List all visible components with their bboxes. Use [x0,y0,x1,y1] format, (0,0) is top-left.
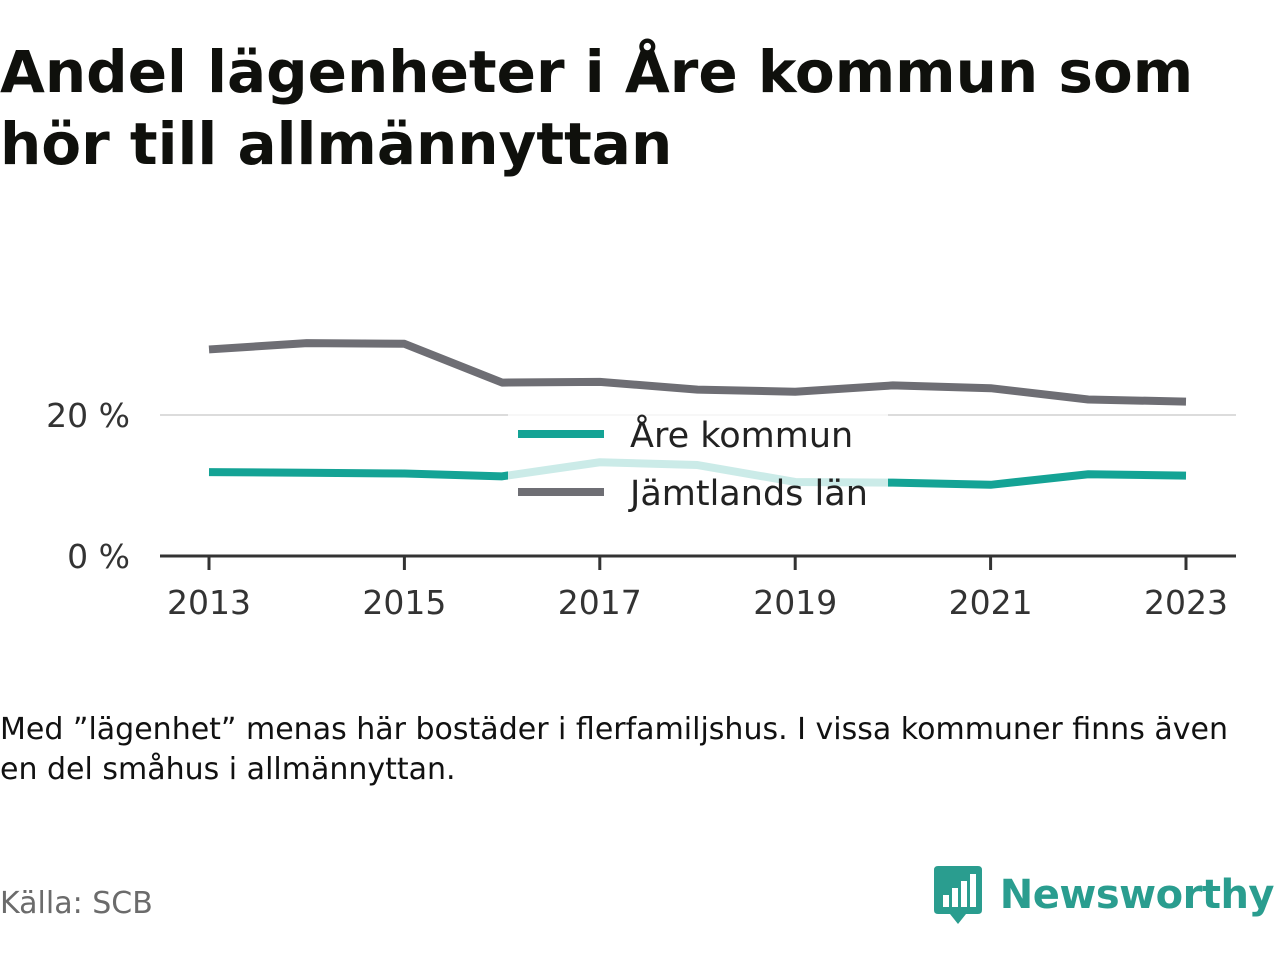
y-tick-label: 0 % [67,537,130,576]
brand-name: Newsworthy [999,872,1275,918]
x-tick-label: 2019 [753,583,837,622]
chart-title: Andel lägenheter i Åre kommun som hör ti… [0,38,1194,178]
source-credit: Källa: SCB [0,886,153,921]
legend-label: Jämtlands län [628,474,868,514]
x-tick-label: 2023 [1144,583,1228,622]
legend-background [508,412,888,518]
legend-label: Åre kommun [630,413,853,456]
brand-logo: Newsworthy [932,862,1275,928]
series-line-1 [208,339,1187,406]
y-tick-label: 20 % [46,396,130,435]
line-chart: 0 % 20 % 2013 2015 2017 2019 2021 2023 Åre komm… [46,339,1236,622]
chart-footnote: Med ”lägenhet” menas här bostäder i fler… [0,712,1228,787]
x-tick-label: 2013 [167,583,251,622]
legend: Åre kommun Jämtlands län [508,412,888,518]
x-tick-label: 2021 [949,583,1033,622]
x-tick-label: 2017 [558,583,642,622]
x-tick-label: 2015 [362,583,446,622]
axes: 0 % 20 % 2013 2015 2017 2019 2021 2023 [46,396,1236,622]
bar-chart-speech-bubble-icon [933,866,982,924]
